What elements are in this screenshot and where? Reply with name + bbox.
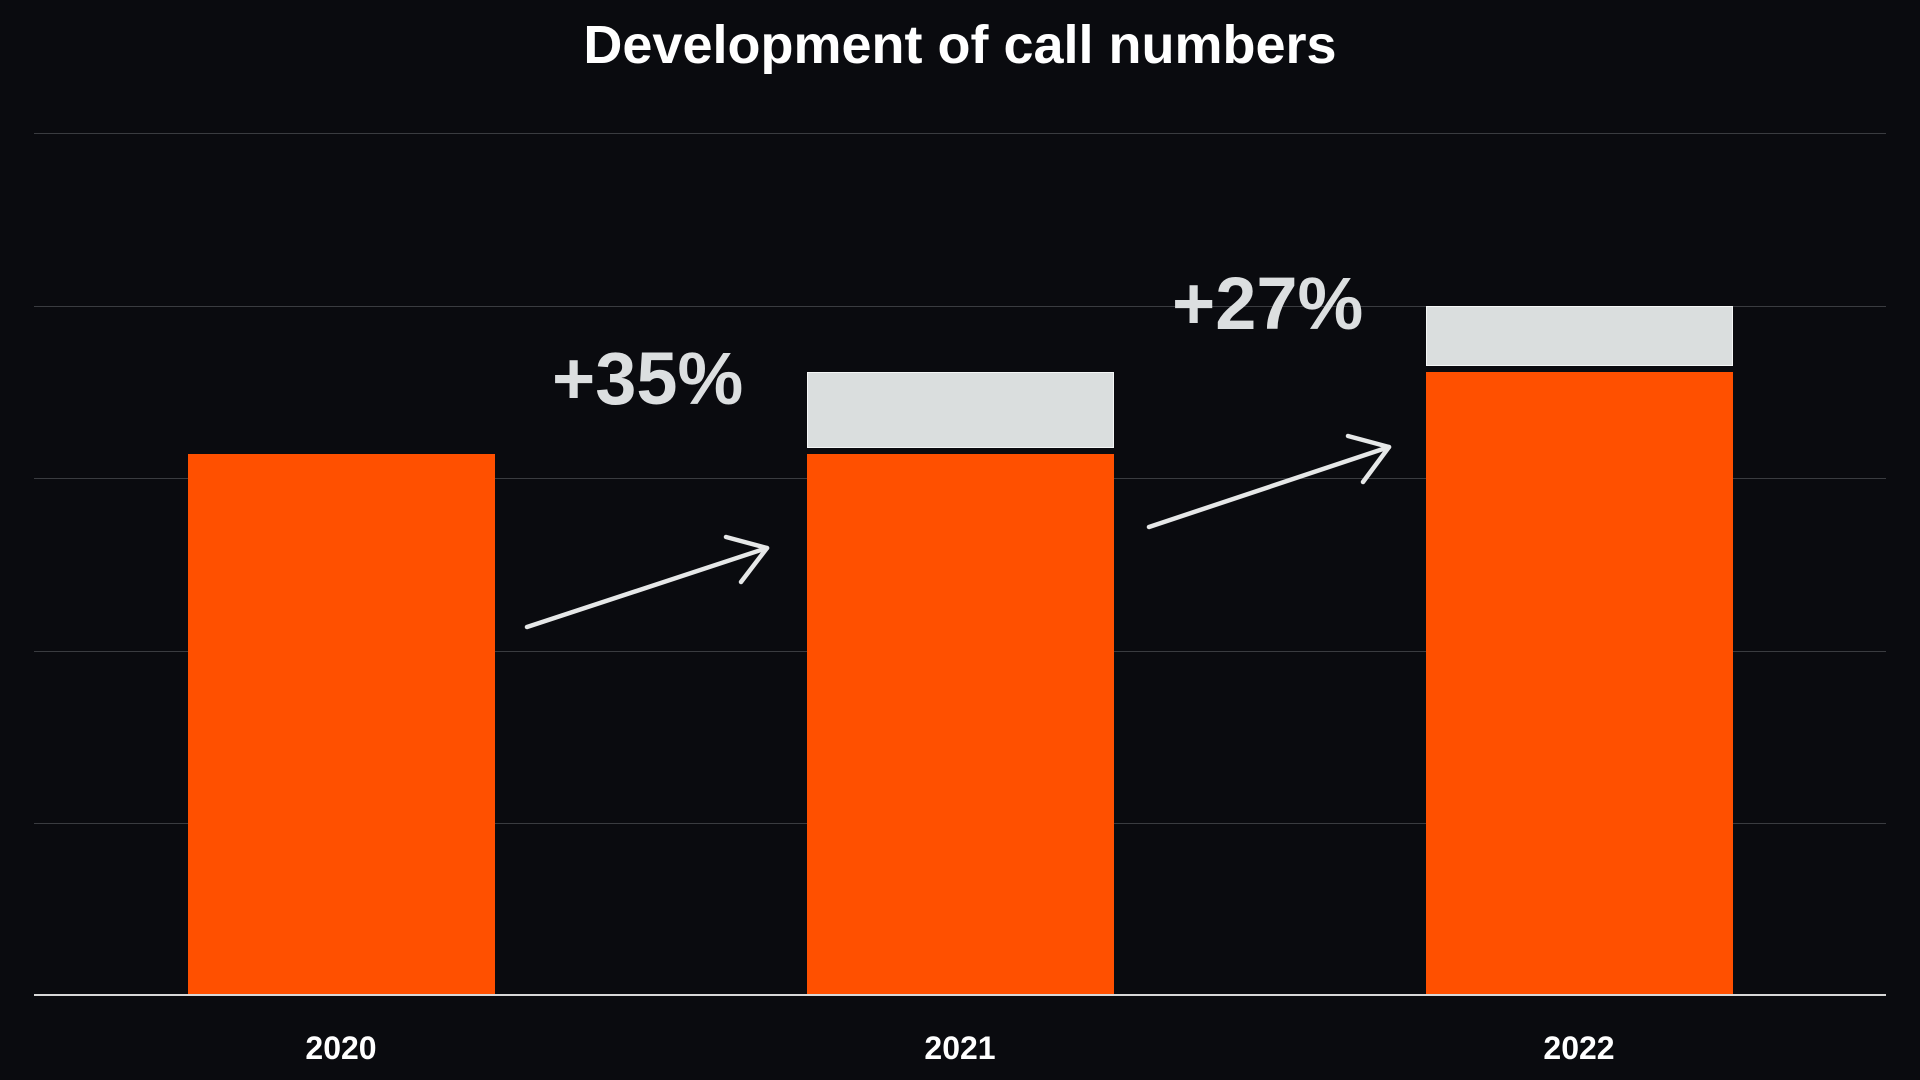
x-tick-2021: 2021 [924, 1030, 996, 1066]
x-tick-2022: 2022 [1543, 1030, 1615, 1066]
bar-2022 [1426, 0, 1733, 995]
gridline [34, 133, 1886, 134]
bar-2021 [807, 0, 1114, 995]
growth-annotation-2022: +27% [1172, 262, 1364, 345]
bar-segment-increase [807, 371, 1114, 448]
x-tick-2020: 2020 [305, 1030, 377, 1066]
bar-segment-increase [1426, 306, 1733, 366]
growth-annotation-2021: +35% [552, 337, 744, 420]
x-axis-baseline [34, 994, 1886, 996]
bar-segment-base [188, 453, 495, 995]
bar-2020 [188, 0, 495, 995]
chart-title: Development of call numbers [583, 15, 1337, 75]
bar-segment-base [807, 453, 1114, 995]
bar-segment-base [1426, 371, 1733, 995]
gridline [34, 306, 1886, 307]
arrow-up-right-icon [1146, 433, 1392, 530]
arrow-up-right-icon [524, 534, 770, 630]
